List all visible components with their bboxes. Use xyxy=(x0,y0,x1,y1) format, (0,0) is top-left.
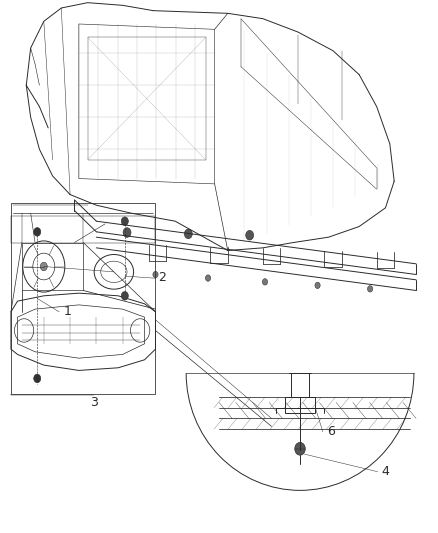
Circle shape xyxy=(123,228,131,237)
Circle shape xyxy=(34,228,41,236)
Circle shape xyxy=(205,275,211,281)
Circle shape xyxy=(315,282,320,288)
Circle shape xyxy=(262,279,268,285)
Circle shape xyxy=(295,442,305,455)
Circle shape xyxy=(121,292,128,300)
Circle shape xyxy=(184,229,192,239)
Circle shape xyxy=(121,217,128,225)
Circle shape xyxy=(153,271,158,278)
Circle shape xyxy=(40,262,47,271)
Text: 1: 1 xyxy=(64,305,72,318)
Circle shape xyxy=(246,230,254,240)
Text: 6: 6 xyxy=(327,425,335,438)
Text: 3: 3 xyxy=(90,396,98,409)
Circle shape xyxy=(367,286,373,292)
Text: 2: 2 xyxy=(158,271,166,284)
Text: 4: 4 xyxy=(381,465,389,478)
Circle shape xyxy=(34,374,41,383)
